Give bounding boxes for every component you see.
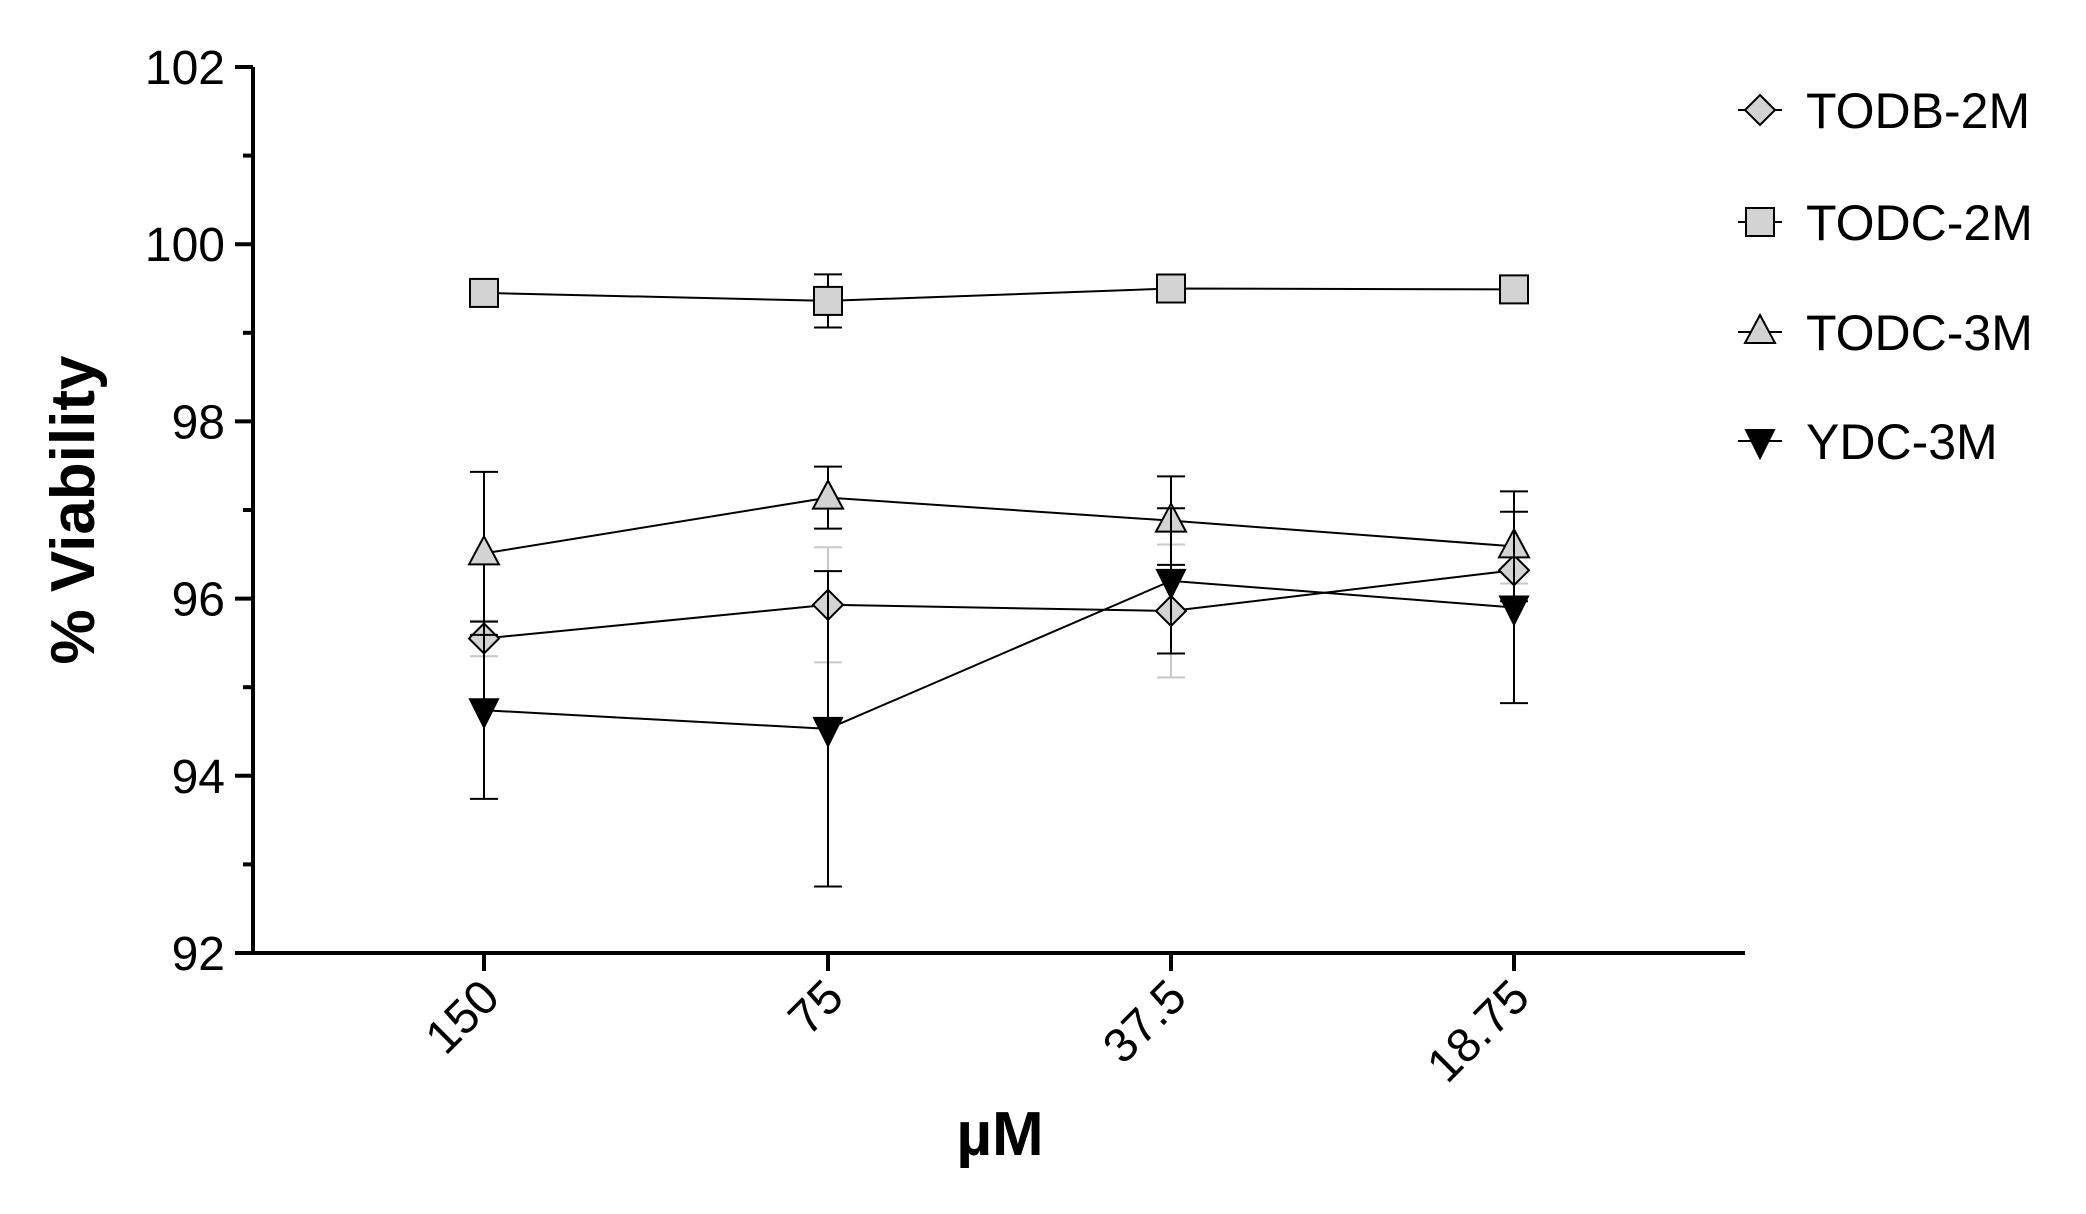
x-tick-label: 18.75 <box>1417 970 1539 1092</box>
legend-item: YDC-3M <box>1738 414 1998 470</box>
x-tick-label: 37.5 <box>1093 970 1197 1074</box>
x-tick-label: 75 <box>779 970 854 1045</box>
series-line <box>483 579 1515 730</box>
x-tick-label: 150 <box>416 970 510 1064</box>
legend-label: TODC-3M <box>1806 305 2033 361</box>
x-axis-title: µM <box>956 1100 1043 1169</box>
y-ticks: 92 94 96 98 100 102 <box>145 42 253 981</box>
y-tick-label: 102 <box>145 42 225 95</box>
y-tick-label: 98 <box>172 396 225 449</box>
y-axis-title: % Viability <box>39 355 108 664</box>
legend-marker <box>1744 429 1776 461</box>
data-point <box>813 285 843 316</box>
legend: TODB-2M TODC-2M TODC-3M YDC-3M <box>1738 83 2033 470</box>
data-point <box>468 698 500 730</box>
y-tick-label: 92 <box>172 928 225 981</box>
legend-marker <box>1745 207 1775 237</box>
series-line <box>483 287 1515 302</box>
data-point <box>467 534 501 566</box>
data-point <box>1499 274 1529 305</box>
legend-marker <box>1743 312 1777 344</box>
y-tick-label: 94 <box>172 751 225 804</box>
data-point <box>1155 568 1187 601</box>
legend-item: TODB-2M <box>1738 83 2030 139</box>
series-ydc-3m <box>468 507 1530 888</box>
legend-label: TODC-2M <box>1806 195 2033 251</box>
x-ticks: 150 75 37.5 18.75 <box>416 953 1540 1093</box>
series-line <box>483 496 1515 555</box>
legend-marker <box>1743 93 1777 127</box>
y-tick-label: 96 <box>172 574 225 627</box>
series-todb-2m <box>467 543 1531 679</box>
series-line <box>483 569 1515 640</box>
data-point <box>469 277 499 308</box>
y-tick-label: 100 <box>145 219 225 272</box>
legend-label: TODB-2M <box>1806 83 2030 139</box>
series-todc-3m <box>467 465 1531 636</box>
series-todc-2m <box>469 273 1529 329</box>
legend-label: YDC-3M <box>1806 414 1998 470</box>
data-point <box>1156 273 1186 304</box>
series-layer <box>467 273 1531 888</box>
data-point <box>811 478 845 510</box>
data-point <box>812 716 844 749</box>
data-point <box>1498 595 1530 627</box>
legend-item: TODC-2M <box>1738 195 2033 251</box>
legend-item: TODC-3M <box>1738 305 2033 361</box>
